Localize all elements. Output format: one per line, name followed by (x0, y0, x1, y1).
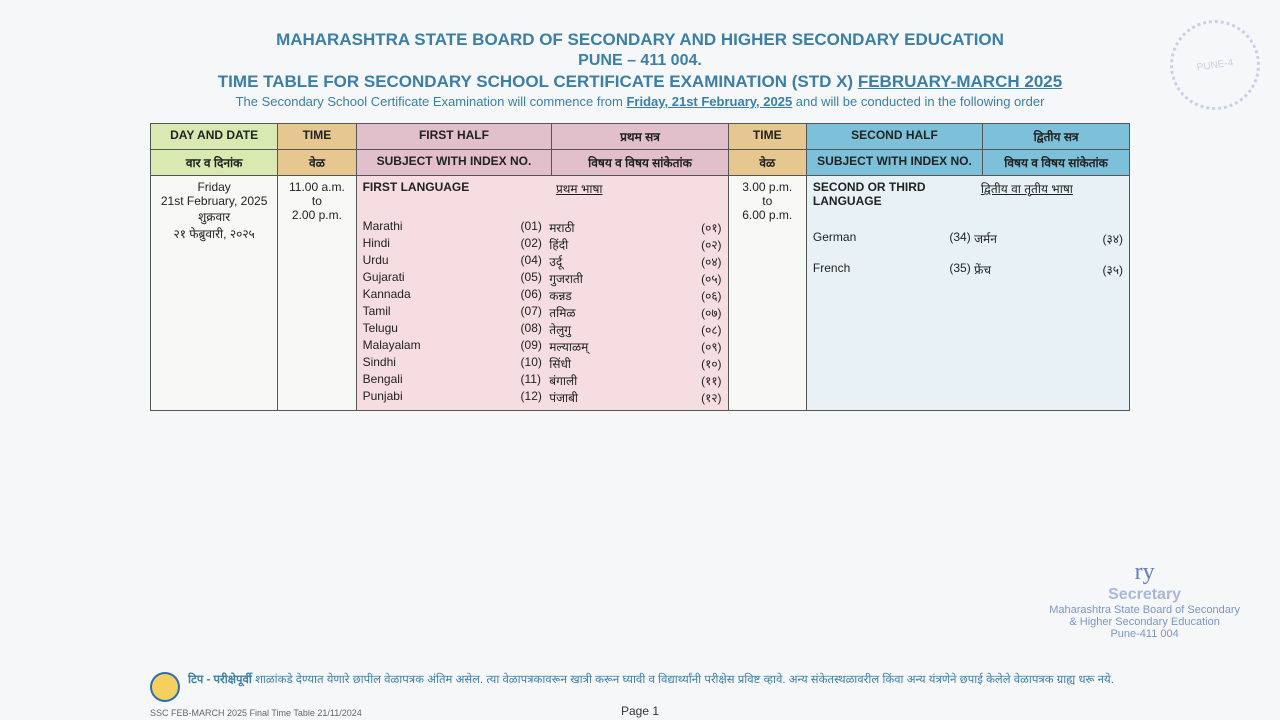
subject-row: Punjabi(12)पंजाबी(१२) (363, 389, 722, 406)
document-header: MAHARASHTRA STATE BOARD OF SECONDARY AND… (150, 30, 1130, 109)
subject-row: Sindhi(10)सिंधी(१०) (363, 355, 722, 372)
board-name: MAHARASHTRA STATE BOARD OF SECONDARY AND… (150, 30, 1130, 50)
footer: टिप - परीक्षेपूर्वी शाळांकडे देण्यात येण… (150, 672, 1130, 702)
document-title: TIME TABLE FOR SECONDARY SCHOOL CERTIFIC… (150, 72, 1130, 92)
board-city: PUNE – 411 004. (150, 52, 1130, 70)
timetable: DAY AND DATE TIME FIRST HALF प्रथम सत्र … (150, 123, 1130, 411)
document-page: MAHARASHTRA STATE BOARD OF SECONDARY AND… (0, 0, 1280, 411)
document-subtitle: The Secondary School Certificate Examina… (150, 94, 1130, 109)
subject-row: Marathi(01)मराठी(०१) (363, 219, 722, 236)
first-half-subjects: Marathi(01)मराठी(०१)Hindi(02)हिंदी(०२)Ur… (363, 219, 722, 406)
subject-row: Telugu(08)तेलुगु(०८) (363, 321, 722, 338)
signature-block: ry Secretary Maharashtra State Board of … (1049, 559, 1240, 640)
doc-footer-line: SSC FEB-MARCH 2025 Final Time Table 21/1… (150, 708, 362, 718)
subject-row: Kannada(06)कन्नड(०६) (363, 287, 722, 304)
subject-row: Urdu(04)उर्दू(०४) (363, 253, 722, 270)
subject-row (813, 247, 1123, 261)
subject-row: Malayalam(09)मल्याळम्(०९) (363, 338, 722, 355)
second-half-subjects: German(34)जर्मन(३४) French(35)फ्रेंच(३५) (813, 230, 1123, 278)
board-seal-icon (150, 672, 180, 702)
subject-row: German(34)जर्मन(३४) (813, 230, 1123, 247)
subject-row: Gujarati(05)गुजराती(०५) (363, 270, 722, 287)
subject-row: Tamil(07)तमिळ(०७) (363, 304, 722, 321)
body-row: Friday 21st February, 2025 शुक्रवार २१ फ… (151, 176, 1130, 411)
header-row-1: DAY AND DATE TIME FIRST HALF प्रथम सत्र … (151, 124, 1130, 150)
footer-note: टिप - परीक्षेपूर्वी शाळांकडे देण्यात येण… (150, 672, 1130, 702)
subject-row: French(35)फ्रेंच(३५) (813, 261, 1123, 278)
header-row-2: वार व दिनांक वेळ SUBJECT WITH INDEX NO. … (151, 150, 1130, 176)
subject-row: Bengali(11)बंगाली(११) (363, 372, 722, 389)
subject-row: Hindi(02)हिंदी(०२) (363, 236, 722, 253)
